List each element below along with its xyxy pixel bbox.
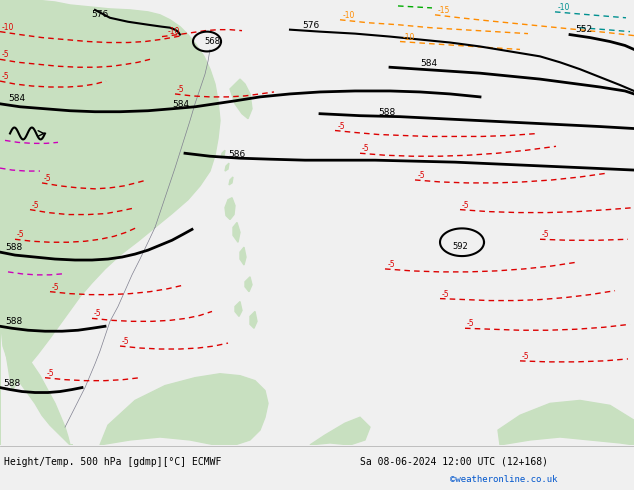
Polygon shape — [190, 61, 211, 153]
Text: -10: -10 — [2, 23, 15, 32]
Text: -10: -10 — [168, 26, 181, 36]
Text: 568: 568 — [204, 38, 220, 47]
Text: -5: -5 — [122, 337, 129, 346]
Text: -5: -5 — [442, 290, 450, 298]
Text: -5: -5 — [2, 50, 10, 59]
Polygon shape — [225, 198, 235, 220]
Text: 584: 584 — [8, 94, 25, 103]
Text: -5: -5 — [467, 319, 475, 328]
Text: -5: -5 — [542, 230, 550, 239]
Polygon shape — [0, 0, 220, 391]
Text: 576: 576 — [91, 10, 108, 19]
Polygon shape — [0, 317, 73, 445]
Text: -5: -5 — [362, 144, 370, 153]
Text: -5: -5 — [17, 230, 25, 239]
Polygon shape — [233, 222, 240, 242]
Text: -10: -10 — [343, 11, 356, 20]
Text: 588: 588 — [3, 379, 20, 388]
Text: 552: 552 — [575, 24, 592, 34]
Polygon shape — [225, 163, 229, 171]
Text: 586: 586 — [228, 150, 245, 159]
Text: 576: 576 — [302, 21, 320, 30]
Text: ©weatheronline.co.uk: ©weatheronline.co.uk — [450, 475, 557, 485]
Text: -15: -15 — [438, 6, 450, 15]
Text: 584: 584 — [172, 100, 189, 109]
Text: -5: -5 — [32, 200, 39, 210]
Polygon shape — [230, 79, 252, 119]
Polygon shape — [250, 312, 257, 328]
Text: Height/Temp. 500 hPa [gdmp][°C] ECMWF: Height/Temp. 500 hPa [gdmp][°C] ECMWF — [4, 457, 221, 467]
Text: -5: -5 — [94, 309, 101, 318]
Polygon shape — [100, 374, 268, 445]
Polygon shape — [229, 177, 233, 185]
Text: 584: 584 — [420, 59, 437, 68]
Text: 588: 588 — [5, 243, 22, 252]
Text: -5: -5 — [418, 171, 425, 180]
Polygon shape — [240, 247, 246, 265]
Polygon shape — [498, 400, 634, 445]
Text: -10: -10 — [558, 3, 571, 12]
Text: -5: -5 — [388, 260, 396, 269]
Text: -5: -5 — [52, 283, 60, 292]
Text: -5: -5 — [338, 122, 346, 130]
Polygon shape — [221, 150, 225, 158]
Text: -5: -5 — [2, 72, 10, 81]
Text: -5: -5 — [522, 352, 529, 361]
Text: Sa 08-06-2024 12:00 UTC (12+168): Sa 08-06-2024 12:00 UTC (12+168) — [360, 457, 548, 467]
Polygon shape — [245, 277, 252, 292]
Text: 588: 588 — [378, 108, 395, 117]
Text: -5: -5 — [47, 368, 55, 378]
Text: -5: -5 — [177, 85, 184, 94]
Text: 588: 588 — [5, 318, 22, 326]
Text: -5: -5 — [44, 174, 51, 183]
Polygon shape — [310, 417, 370, 445]
Polygon shape — [235, 301, 242, 317]
Text: -5: -5 — [462, 200, 470, 210]
Text: 592: 592 — [452, 242, 468, 251]
Text: -10: -10 — [403, 32, 415, 42]
